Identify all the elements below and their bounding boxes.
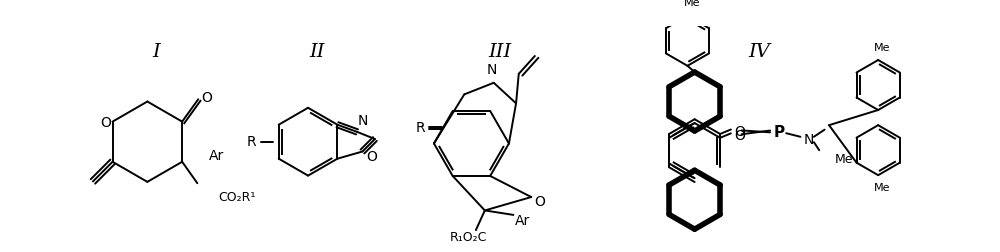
Text: O: O xyxy=(202,90,213,105)
Text: CO₂R¹: CO₂R¹ xyxy=(218,191,255,204)
Text: III: III xyxy=(488,43,512,61)
Text: R: R xyxy=(415,121,425,135)
Text: R: R xyxy=(247,135,257,149)
Text: Me: Me xyxy=(834,153,853,166)
Text: P: P xyxy=(773,125,785,140)
Text: O: O xyxy=(535,195,546,208)
Text: N: N xyxy=(357,114,368,128)
Text: R₁O₂C: R₁O₂C xyxy=(450,231,487,244)
Text: Me: Me xyxy=(874,43,891,52)
Text: Me: Me xyxy=(874,183,891,193)
Text: II: II xyxy=(309,43,325,61)
Text: Me: Me xyxy=(684,0,700,8)
Text: Ar: Ar xyxy=(515,214,530,228)
Text: O: O xyxy=(366,150,377,164)
Text: O: O xyxy=(734,129,745,143)
Text: I: I xyxy=(152,43,160,61)
Text: N: N xyxy=(487,63,497,77)
Text: Ar: Ar xyxy=(209,149,224,164)
Text: N: N xyxy=(803,133,814,147)
Text: O: O xyxy=(734,125,745,139)
Text: IV: IV xyxy=(748,43,770,61)
Text: O: O xyxy=(100,116,111,130)
